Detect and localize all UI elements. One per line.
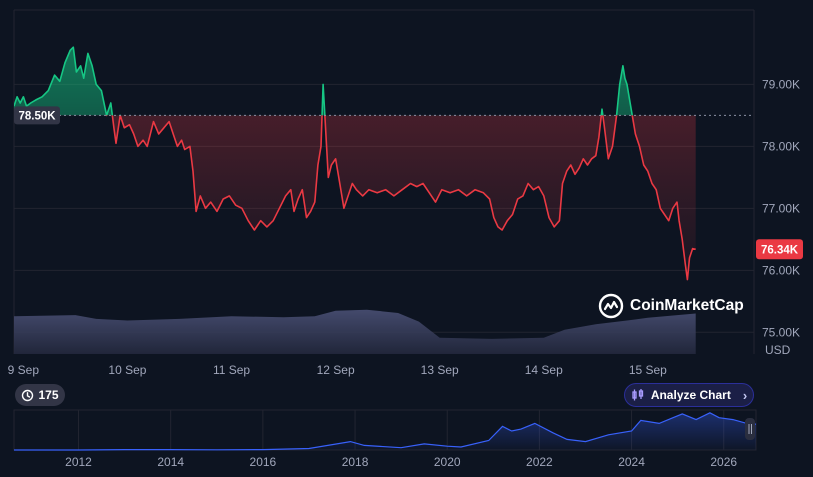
y-tick-label: 78.00K bbox=[762, 139, 800, 153]
volume-area bbox=[14, 309, 696, 354]
overview-x-tick-label: 2012 bbox=[65, 455, 92, 469]
overview-navigator[interactable]: 2012 2014 2016 2018 2020 2022 2024 2026 bbox=[13, 409, 757, 469]
x-tick-label: 15 Sep bbox=[629, 363, 667, 377]
price-series: 78.50K bbox=[14, 46, 754, 281]
overview-x-tick-label: 2020 bbox=[434, 455, 461, 469]
baseline-badge bbox=[14, 106, 60, 125]
overview-x-tick-label: 2014 bbox=[157, 455, 184, 469]
chevron-right-icon: › bbox=[742, 387, 748, 403]
y-tick-label: 77.00K bbox=[762, 201, 800, 215]
y-tick-label: 79.00K bbox=[762, 77, 800, 91]
overview-x-tick-label: 2026 bbox=[710, 455, 737, 469]
price-line-below bbox=[105, 115, 696, 281]
axes: 75.00K 76.00K 77.00K 78.00K 79.00K USD 76.34K 9… bbox=[8, 77, 803, 377]
x-tick-label: 11 Sep bbox=[213, 363, 250, 377]
x-tick-label: 10 Sep bbox=[108, 363, 146, 377]
overview-area bbox=[14, 412, 756, 450]
coinmarketcap-logo-icon bbox=[598, 293, 624, 319]
overview-x-tick-label: 2022 bbox=[526, 455, 553, 469]
x-tick-label: 13 Sep bbox=[421, 363, 459, 377]
x-tick-label: 9 Sep bbox=[8, 363, 40, 377]
y-tick-label: 76.00K bbox=[762, 263, 800, 277]
overview-range-handle bbox=[745, 418, 755, 440]
y-tick-label: 75.00K bbox=[762, 325, 800, 339]
currency-label: USD bbox=[765, 343, 791, 357]
baseline-label: 78.50K bbox=[18, 110, 56, 122]
overview-x-tick-label: 2018 bbox=[342, 455, 369, 469]
last-price-label: 76.34K bbox=[761, 244, 799, 256]
x-tick-label: 12 Sep bbox=[317, 363, 355, 377]
last-price-badge bbox=[756, 239, 803, 260]
coinmarketcap-watermark: CoinMarketCap bbox=[598, 292, 744, 320]
overview-x-tick-label: 2024 bbox=[618, 455, 645, 469]
history-count: 175 bbox=[38, 388, 59, 402]
overview-line bbox=[14, 412, 757, 451]
overview-x-tick-label: 2016 bbox=[250, 455, 277, 469]
x-tick-label: 14 Sep bbox=[525, 363, 563, 377]
candlestick-icon bbox=[632, 389, 643, 401]
volume-area-fill bbox=[14, 309, 696, 354]
history-button[interactable]: 175 bbox=[15, 384, 65, 406]
area-below-baseline bbox=[14, 115, 696, 280]
analyze-chart-label: Analyze Chart bbox=[650, 388, 731, 402]
brand-name: CoinMarketCap bbox=[630, 297, 744, 314]
analyze-chart-button[interactable]: Analyze Chart › bbox=[624, 383, 754, 407]
history-icon bbox=[22, 389, 34, 401]
